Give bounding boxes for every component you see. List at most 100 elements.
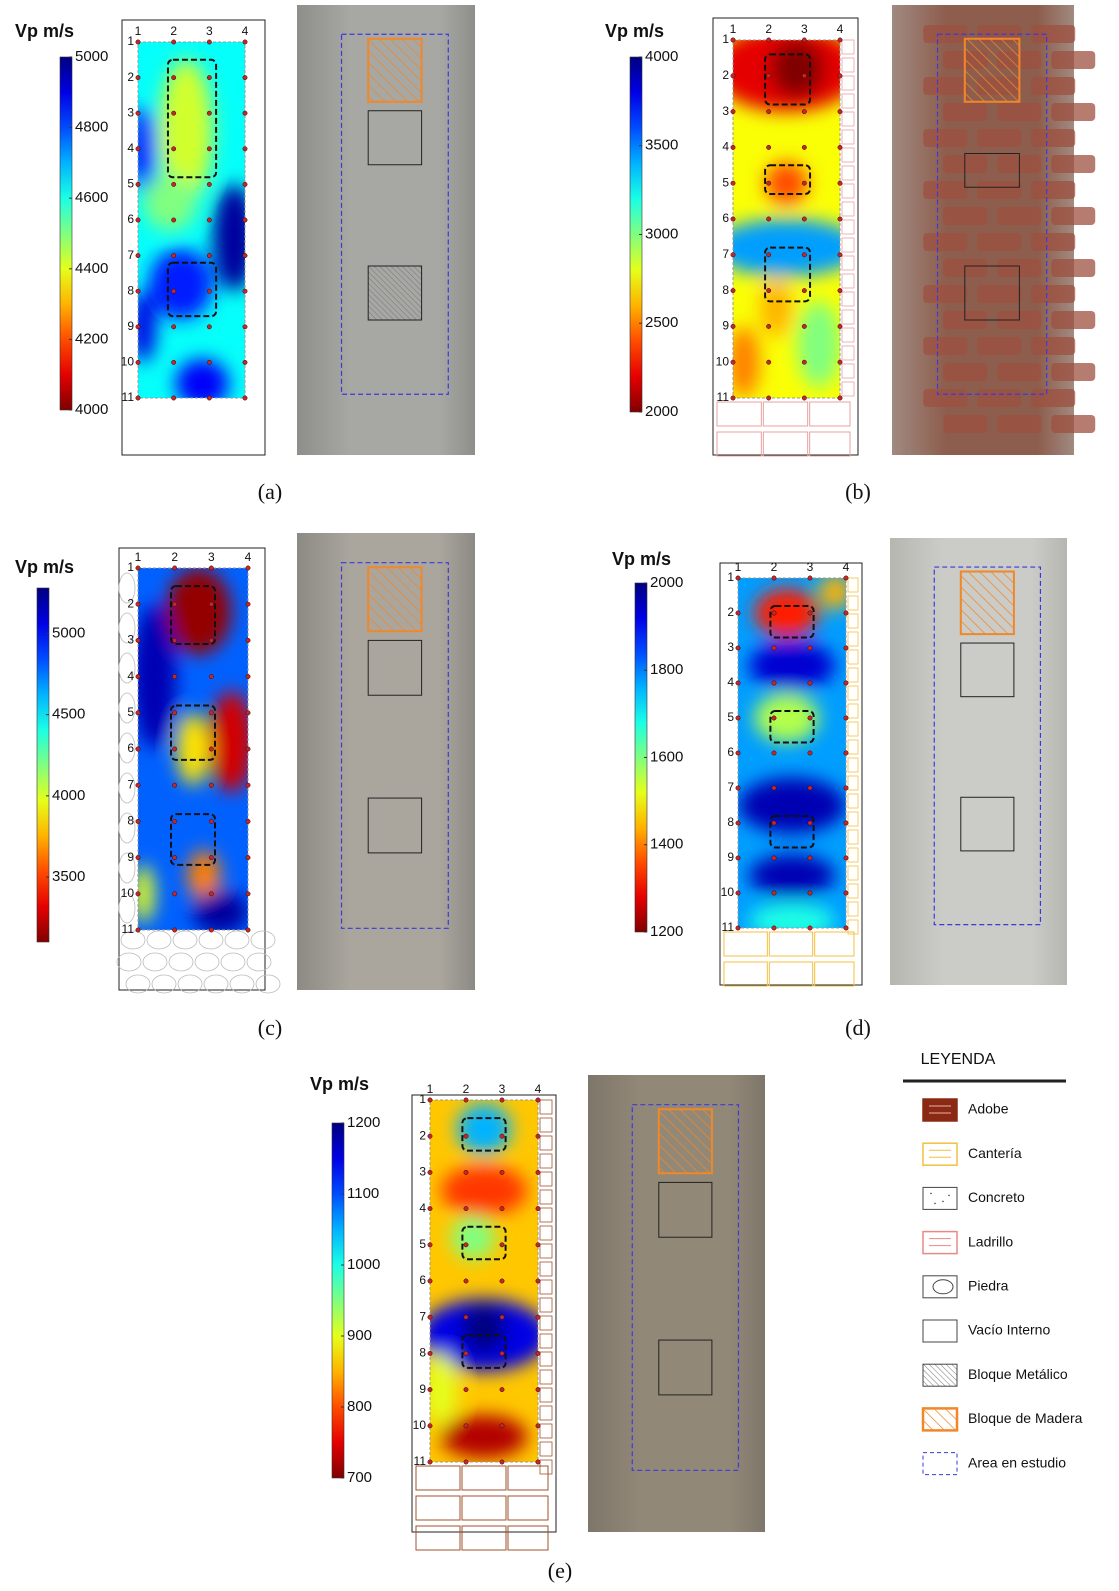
sensor-point	[843, 820, 849, 826]
heat-blob	[748, 854, 836, 897]
sensor-point	[766, 216, 772, 222]
sensor-point	[208, 891, 214, 897]
sensor-point	[766, 73, 772, 79]
sensor-point	[135, 601, 141, 607]
sensor-point	[843, 575, 849, 581]
column-label: 1	[427, 1082, 434, 1096]
sensor-point	[208, 601, 214, 607]
sensor-point	[535, 1278, 541, 1284]
study-area	[631, 1104, 740, 1471]
sensor-point	[843, 785, 849, 791]
brick-photo	[977, 129, 1022, 147]
sensor-point	[771, 925, 777, 931]
sensor-point	[843, 645, 849, 651]
brick	[539, 1243, 553, 1259]
sensor-point	[801, 395, 807, 401]
void-outline	[769, 605, 815, 639]
heat-map	[738, 578, 846, 928]
colorbar-tick-label: 4500	[52, 706, 85, 723]
stone	[229, 974, 255, 994]
sensor-point	[135, 674, 141, 680]
caption: (a)	[258, 479, 282, 504]
column-label: 2	[463, 1082, 470, 1096]
sensor-point	[771, 680, 777, 686]
sensor-point	[242, 181, 248, 187]
legend-title: LEYENDA	[921, 1051, 996, 1068]
brick-photo	[1051, 259, 1096, 277]
void-outline	[764, 246, 812, 303]
sensor-point	[135, 637, 141, 643]
sensor-point	[245, 601, 251, 607]
sensor-point	[208, 565, 214, 571]
brick	[539, 1333, 553, 1349]
colorbar-label: Vp m/s	[15, 21, 74, 41]
row-label: 4	[727, 675, 734, 689]
sensor-point	[730, 323, 736, 329]
sensor-point	[135, 146, 141, 152]
sensor-point	[172, 637, 178, 643]
row-label: 10	[413, 1418, 427, 1432]
sensor-point	[771, 575, 777, 581]
brick	[847, 829, 859, 845]
brick-photo	[1051, 415, 1096, 433]
brick	[841, 291, 855, 307]
sensor-point	[245, 927, 251, 933]
metal-block	[367, 265, 423, 321]
colorbar-label: Vp m/s	[605, 21, 664, 41]
row-label: 3	[127, 633, 134, 647]
legend-label: Ladrillo	[968, 1233, 1013, 1249]
sensor-point	[427, 1097, 433, 1103]
colorbar-tick-label: 4200	[75, 330, 108, 347]
brick	[415, 1465, 461, 1491]
stone	[255, 974, 281, 994]
sensor-point	[735, 645, 741, 651]
stone	[116, 952, 142, 972]
sensor-point	[206, 359, 212, 365]
sensor-point	[208, 855, 214, 861]
row-label: 5	[722, 175, 729, 189]
heat-blob	[212, 184, 245, 292]
sensor-point	[135, 891, 141, 897]
sensor-point	[837, 216, 843, 222]
brick-photo	[943, 415, 988, 433]
stone	[118, 652, 136, 684]
colorbar-tick-label: 4400	[75, 260, 108, 277]
row-label: 3	[419, 1165, 426, 1179]
brick-photo	[977, 233, 1022, 251]
column-label: 3	[206, 24, 213, 38]
heat-blob	[176, 712, 210, 786]
brick	[539, 1369, 553, 1385]
heat-blob	[765, 161, 808, 205]
heat-map	[138, 42, 245, 398]
sensor-point	[807, 890, 813, 896]
heat-blobs	[430, 1103, 538, 1459]
brick	[841, 219, 855, 235]
sensor-point	[208, 818, 214, 824]
void-block	[960, 642, 1015, 698]
brick	[841, 111, 855, 127]
colorbar-label: Vp m/s	[15, 557, 74, 577]
sensor-point	[499, 1097, 505, 1103]
sensor-point	[206, 253, 212, 259]
row-label: 1	[127, 34, 134, 48]
brick	[723, 961, 768, 987]
sensor-point	[837, 395, 843, 401]
brick	[841, 309, 855, 325]
sensor-point	[206, 181, 212, 187]
legend-icon	[922, 1363, 958, 1387]
sensor-point	[766, 109, 772, 115]
sensor-point	[427, 1350, 433, 1356]
brick-photo	[923, 233, 968, 251]
brick	[841, 93, 855, 109]
heat-blob	[209, 691, 248, 793]
sensor-point	[171, 217, 177, 223]
column-label: 3	[499, 1082, 506, 1096]
stone	[224, 930, 250, 950]
colorbar-tick-label: 4600	[75, 189, 108, 206]
legend-icon	[922, 1098, 958, 1122]
row-label: 5	[127, 177, 134, 191]
brick-photo	[997, 207, 1042, 225]
colorbar-tick-label: 1200	[347, 1114, 380, 1131]
brick	[539, 1135, 553, 1151]
void-outline	[166, 58, 218, 179]
